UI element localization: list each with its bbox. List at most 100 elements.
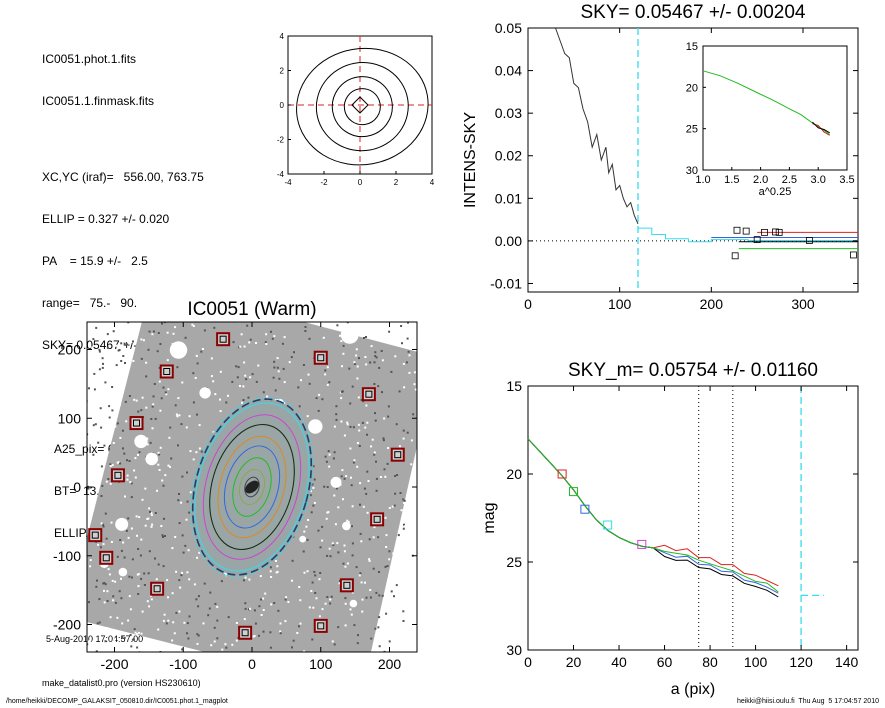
image-noise [284, 620, 287, 623]
sky-inset-profile-black [812, 121, 830, 134]
info-ellip: ELLIP = 0.327 +/- 0.020 [42, 212, 170, 226]
image-noise [70, 608, 72, 610]
image-noise [262, 609, 265, 611]
sky-step-cyan [638, 227, 858, 243]
image-noise [164, 474, 167, 477]
image-noise [412, 296, 414, 298]
image-noise [375, 489, 378, 492]
image-noise [109, 465, 112, 468]
sky-inset-y-label: 30 [686, 165, 698, 177]
image-mask-star [115, 517, 129, 531]
image-noise [413, 383, 416, 386]
image-noise [321, 525, 324, 528]
image-noise [117, 461, 120, 464]
image-noise [102, 677, 104, 679]
image-noise [350, 476, 352, 479]
image-noise [240, 333, 243, 336]
contour-x-label: 4 [430, 178, 435, 187]
image-noise [186, 622, 189, 625]
image-noise [70, 635, 72, 637]
image-noise [181, 381, 184, 384]
image-noise [403, 499, 406, 502]
image-noise [102, 525, 105, 528]
image-noise [318, 393, 321, 396]
image-noise [225, 664, 227, 666]
image-noise [105, 480, 108, 483]
image-noise [365, 596, 368, 599]
image-noise [380, 313, 382, 315]
image-noise [151, 405, 154, 408]
image-noise [279, 630, 282, 633]
image-noise [388, 644, 391, 647]
image-noise [302, 550, 305, 553]
image-noise [90, 633, 93, 636]
image-sky-box [339, 578, 354, 593]
image-noise [363, 657, 365, 659]
image-noise [109, 616, 112, 619]
image-noise [318, 615, 321, 618]
contour-levels [296, 47, 429, 166]
image-noise [345, 654, 347, 656]
image-noise [422, 463, 424, 465]
image-noise [357, 634, 359, 637]
image-noise [417, 309, 419, 311]
image-noise [431, 490, 433, 492]
image-noise [136, 646, 139, 649]
image-noise [214, 602, 217, 605]
image-noise [150, 512, 153, 515]
image-noise [116, 616, 119, 619]
info-date: 5-Aug-2010 17:04:57.00 [46, 634, 144, 644]
image-noise [340, 390, 343, 393]
sky-point [753, 236, 761, 244]
sky-frame [527, 27, 859, 293]
image-noise [326, 596, 329, 598]
image-noise [192, 686, 194, 688]
image-noise [95, 650, 98, 652]
image-noise [350, 298, 352, 300]
image-noise [378, 645, 381, 648]
image-noise [332, 544, 335, 547]
image-noise [261, 681, 263, 683]
image-noise [432, 465, 434, 467]
image-noise [255, 691, 257, 693]
image-noise [243, 345, 246, 348]
image-noise [161, 317, 163, 319]
image-noise [183, 621, 186, 624]
image-noise [167, 619, 170, 622]
image-noise [89, 559, 92, 562]
info-pa: PA = 15.9 +/- 2.5 [42, 254, 148, 268]
image-noise [92, 453, 95, 456]
image-noise [192, 372, 195, 375]
image-noise [279, 688, 281, 690]
image-sky-box [110, 468, 125, 483]
image-sky-box [390, 447, 405, 462]
image-noise [133, 628, 136, 631]
image-noise [97, 662, 99, 664]
image-noise [130, 576, 133, 579]
image-noise [291, 579, 293, 582]
image-noise [281, 342, 284, 345]
image-noise [369, 361, 372, 364]
image-noise [299, 622, 302, 625]
image-noise [380, 350, 383, 352]
image-noise [132, 360, 135, 362]
mag-x-label: 60 [657, 654, 673, 670]
image-noise [107, 366, 110, 369]
image-noise [186, 471, 188, 474]
image-noise [328, 453, 331, 456]
image-noise [174, 404, 177, 407]
image-noise [133, 398, 136, 401]
image-noise [421, 611, 423, 613]
image-noise [378, 366, 381, 369]
image-noise [123, 452, 126, 455]
image-noise [130, 496, 133, 499]
image-noise [164, 642, 167, 645]
image-noise [121, 357, 124, 360]
image-noise [424, 384, 426, 386]
image-noise [244, 607, 247, 610]
image-mask-star [299, 535, 307, 543]
image-noise [407, 350, 410, 353]
image-noise [395, 680, 397, 682]
image-noise [213, 326, 216, 329]
image-noise [422, 493, 424, 495]
